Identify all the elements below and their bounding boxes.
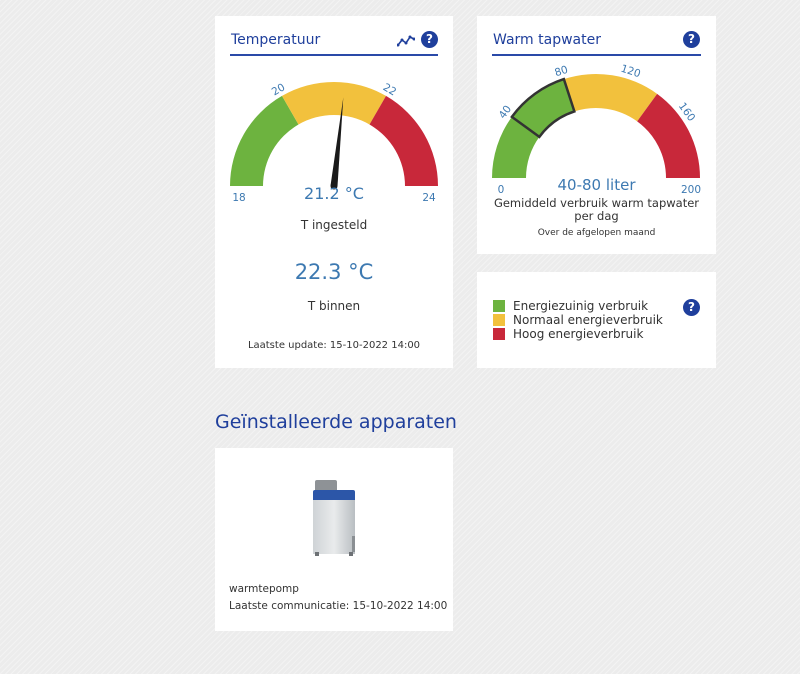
legend-swatch: [493, 300, 505, 312]
gauge-tick-label: 20: [270, 81, 288, 98]
gauge-tick-label: 200: [681, 184, 701, 196]
hot-water-subtext: Over de afgelopen maand: [537, 228, 656, 238]
indoor-temperature-label: T binnen: [307, 299, 361, 313]
legend-card: Energiezuinig verbruik Normaal energiever…: [477, 272, 716, 368]
gauge-segment-yellow: [282, 82, 386, 125]
legend-swatch: [493, 328, 505, 340]
legend-swatch: [493, 314, 505, 326]
gauge-highlight-range: [510, 77, 576, 139]
gauge-tick-label: 0: [498, 184, 505, 196]
gauge-tick-label: 22: [381, 81, 399, 98]
device-name: warmtepomp: [229, 583, 299, 595]
legend-label: Normaal energieverbruik: [513, 313, 663, 327]
device-card[interactable]: warmtepomp Laatste communicatie: 15-10-2…: [215, 448, 453, 631]
gauge-segment-red: [637, 93, 700, 178]
temperature-gauge: 18 20 22 24: [230, 81, 438, 204]
gauge-needle-hub: [330, 182, 338, 190]
hot-water-card-title: Warm tapwater: [493, 32, 601, 48]
legend-label: Hoog energieverbruik: [513, 327, 644, 341]
device-last-communication: Laatste communicatie: 15-10-2022 14:00: [229, 600, 448, 612]
hot-water-card-header: Warm tapwater ?: [492, 30, 701, 56]
devices-section-title: Geïnstalleerde apparaten: [215, 411, 457, 433]
gauge-segment-red: [369, 95, 438, 186]
legend-label: Energiezuinig verbruik: [513, 299, 649, 313]
hot-water-gauge-value: 40-80 liter: [557, 176, 636, 194]
indoor-temperature-value: 22.3 °C: [294, 260, 374, 284]
temperature-gauge-value: 21.2 °C: [304, 184, 364, 203]
last-update: Laatste update: 15-10-2022 14:00: [247, 340, 421, 351]
temperature-help-icon[interactable]: ?: [421, 31, 438, 48]
heat-pump-unit-image: [313, 480, 355, 556]
hot-water-description: Gemiddeld verbruik warm tapwater per dag: [493, 196, 700, 223]
gauge-tick-label: 80: [553, 64, 569, 80]
setpoint-label: T ingesteld: [300, 218, 368, 232]
temperature-card-header: Temperatuur ?: [230, 30, 438, 56]
gauge-segment-green: [230, 95, 299, 186]
gauge-needle: [330, 97, 344, 187]
hot-water-card: Warm tapwater ? 0 40 80 120 160 200 40-80 lit…: [477, 16, 716, 254]
legend-help-icon[interactable]: ?: [683, 299, 700, 316]
gauge-segment-green: [492, 79, 575, 178]
hot-water-help-icon[interactable]: ?: [683, 31, 700, 48]
gauge-tick-label: 120: [619, 63, 642, 81]
temperature-card: Temperatuur ? 18 20 22 24 21.2 °C T ingeste…: [215, 16, 453, 368]
gauge-tick-label: 24: [422, 192, 436, 204]
temperature-card-title: Temperatuur: [231, 32, 321, 48]
gauge-segment-yellow: [563, 74, 658, 122]
trend-chart-icon[interactable]: [397, 35, 415, 47]
gauge-tick-label: 18: [232, 192, 245, 204]
